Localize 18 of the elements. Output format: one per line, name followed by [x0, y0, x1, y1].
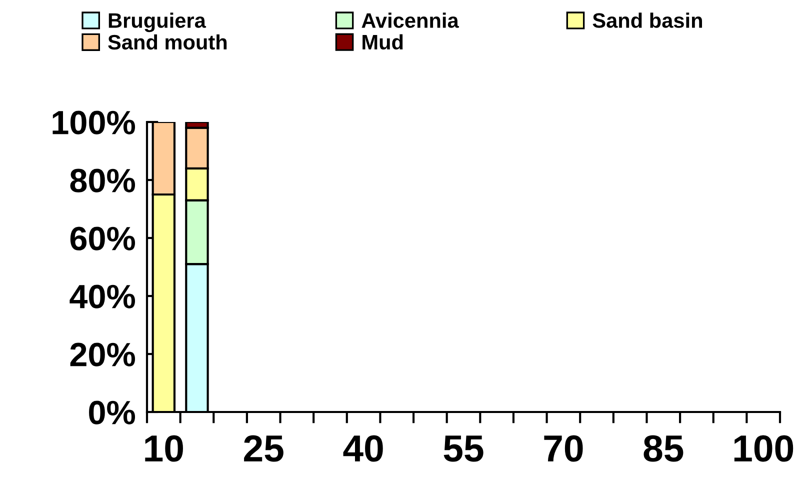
legend-label: Bruguiera: [108, 12, 206, 32]
x-tick-label: 10: [145, 435, 183, 462]
y-tick-label: 20%: [70, 342, 136, 366]
x-tick-label: 40: [343, 435, 383, 462]
y-tick-label: 0%: [89, 400, 136, 424]
legend-label: Sand basin: [592, 12, 702, 28]
x-tick-label: 25: [244, 435, 284, 462]
legend-label: Avicennia: [362, 12, 459, 28]
y-tick-label: 40%: [70, 284, 136, 308]
y-tick-label: 80%: [70, 168, 136, 192]
x-tick-label: 55: [444, 436, 484, 462]
x-tick-label: 100: [734, 435, 794, 462]
legend-label: Mud: [362, 34, 403, 50]
x-tick-label: 70: [544, 435, 583, 462]
y-tick-label: 100%: [52, 110, 136, 134]
x-tick-label: 85: [644, 435, 684, 462]
legend-label: Sand mouth: [108, 34, 227, 50]
y-tick-label: 60%: [70, 226, 136, 250]
